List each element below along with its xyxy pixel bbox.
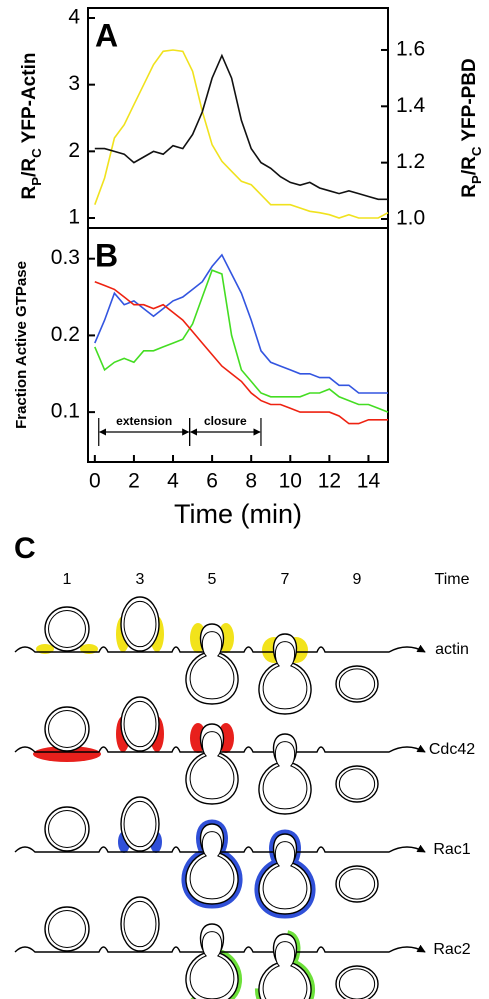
protein-patch [33,746,101,762]
particle-inner [189,831,235,900]
axis-title-part: P [29,177,44,186]
axis-title-part: C [469,146,484,156]
particle-inner [262,741,308,810]
particle-inner [123,900,157,948]
particle-inner [262,641,308,710]
particle-inner [48,810,86,848]
data-line [94,53,388,201]
particle-inner [48,610,86,648]
axis-title: Fraction Active GTPase [13,261,30,429]
particle-inner [123,600,157,648]
panel-label: A [95,17,118,53]
particle-inner [189,931,235,999]
row-label: actin [435,641,469,658]
axis-title-part: /R [19,158,40,177]
axis-title-part: YFP-Actin [19,53,40,149]
plot-frame [87,227,389,463]
x-tick-label: 10 [279,470,302,493]
x-tick-label: 4 [167,470,179,493]
column-label: 1 [63,571,72,588]
axis-title: RP/RC YFP-PBD [459,58,484,198]
y-tick-label: 0.1 [51,400,80,423]
x-tick-label: 8 [245,470,257,493]
annotation: closure [204,414,247,428]
x-axis-title: Time (min) [174,499,302,529]
particle-inner [123,700,157,748]
particle-inner [262,841,308,910]
y-tick-label: 0.3 [51,246,80,269]
x-tick-label: 2 [128,470,140,493]
axis-title-part: Fraction Active GTPase [13,261,30,429]
panel-label: C [14,532,36,565]
y-tick-label: 1 [68,206,80,229]
row-label: Cdc42 [429,741,475,758]
panel-label: B [95,237,118,273]
plot-frame [87,7,389,229]
particle-inner [48,710,86,748]
row-label: Rac2 [433,941,470,958]
particle-inner [123,800,157,848]
x-tick-label: 12 [318,470,341,493]
y-tick-label: 4 [68,6,80,29]
particle-inner [338,768,376,800]
y2-tick-label: 1.6 [396,38,425,61]
row-label: Rac1 [433,841,470,858]
column-label: 3 [136,571,145,588]
x-tick-label: 0 [89,470,101,493]
x-tick-label: 14 [357,470,381,493]
annotation: extension [116,414,172,428]
y2-tick-label: 1.0 [396,207,425,230]
axis-title: RP/RC YFP-Actin [19,53,44,200]
axis-title-part: P [469,175,484,184]
data-line [94,253,388,394]
data-line [94,49,389,219]
particle-inner [338,968,376,999]
column-label: 7 [281,571,290,588]
particle-inner [338,668,376,700]
axis-title-part: R [459,184,480,198]
particle-inner [262,941,308,999]
y2-tick-label: 1.2 [396,150,425,173]
y-tick-label: 3 [68,72,80,95]
axis-title-part: R [19,185,40,199]
particle-inner [48,910,86,948]
y2-tick-label: 1.4 [396,94,426,117]
column-label: 5 [208,571,217,588]
y-tick-label: 2 [68,139,80,162]
axis-title-part: /R [459,156,480,175]
y-tick-label: 0.2 [51,323,80,346]
column-title: Time [435,571,470,588]
particle-inner [189,631,235,700]
data-line [94,269,389,413]
data-line [94,280,388,425]
column-label: 9 [353,571,362,588]
particle-inner [338,868,376,900]
axis-title-part: YFP-PBD [459,58,480,146]
axis-title-part: C [29,148,44,158]
particle-inner [189,731,235,800]
x-tick-label: 6 [206,470,218,493]
